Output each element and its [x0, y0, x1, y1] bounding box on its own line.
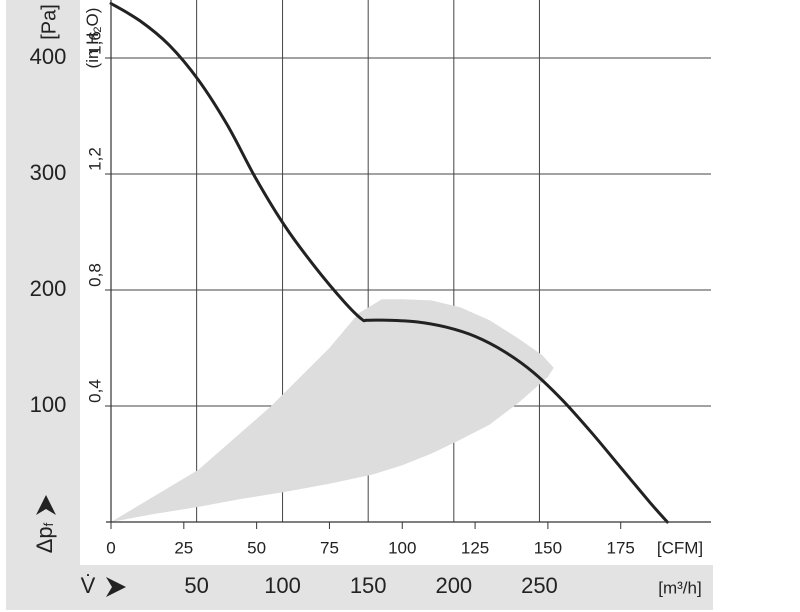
- pressure-arrow-icon: [36, 495, 56, 515]
- cfm-tick-label: 75: [320, 538, 339, 557]
- operating-band-area: [111, 299, 554, 522]
- bottom-axis-panel: [80, 565, 713, 610]
- m3h-tick-label: 250: [521, 573, 558, 598]
- inner-axis-unit: (in H2O): [83, 8, 103, 69]
- m3h-tick-label: 50: [184, 573, 208, 598]
- cfm-axis-ticks: 0 25 50 75 100 125 150 175: [106, 522, 635, 557]
- plot-frame-layer: [106, 0, 711, 523]
- left-tick-label: 100: [30, 392, 67, 417]
- inner-axis-unit-subscript: 2: [92, 26, 104, 32]
- cfm-tick-label: 0: [106, 538, 115, 557]
- cfm-tick-label: 175: [607, 538, 635, 557]
- grid: [111, 0, 711, 522]
- inner-tick-label: 1,6: [85, 31, 104, 55]
- m3h-axis-ticks: 50 100 150 200 250: [184, 573, 557, 598]
- corner-panel: [6, 565, 80, 610]
- cfm-tick-label: 25: [174, 538, 193, 557]
- cfm-tick-label: 100: [388, 538, 416, 557]
- inner-axis-ticks: 0,4 0,8 1,2 1,6: [85, 31, 111, 407]
- flow-arrow-icon: [106, 577, 126, 597]
- left-axis-ticks: 100 200 300 400: [30, 44, 67, 417]
- fan-curve-line: [109, 2, 669, 524]
- left-axis-unit: [Pa]: [38, 4, 60, 40]
- m3h-tick-label: 150: [350, 573, 387, 598]
- curve-layer: [109, 2, 669, 524]
- cfm-tick-label: 50: [247, 538, 266, 557]
- operating-band: [111, 299, 554, 522]
- left-tick-label: 200: [30, 276, 67, 301]
- pressure-symbol: Δpf: [32, 522, 57, 553]
- left-tick-label: 400: [30, 44, 67, 69]
- m3h-tick-label: 100: [264, 573, 301, 598]
- left-axis-panel: [6, 0, 80, 565]
- inner-tick-label: 0,4: [85, 379, 104, 403]
- m3h-tick-label: 200: [435, 573, 472, 598]
- pressure-symbol-subscript: f: [41, 522, 56, 526]
- inner-tick-label: 0,8: [85, 263, 104, 287]
- m3h-axis-unit: [m³/h]: [658, 578, 701, 597]
- cfm-tick-label: 125: [461, 538, 489, 557]
- inner-tick-label: 1,2: [85, 147, 104, 171]
- flow-symbol: V̇: [81, 573, 96, 598]
- left-tick-label: 300: [30, 160, 67, 185]
- cfm-axis-unit: [CFM]: [657, 538, 703, 557]
- cfm-tick-label: 150: [534, 538, 562, 557]
